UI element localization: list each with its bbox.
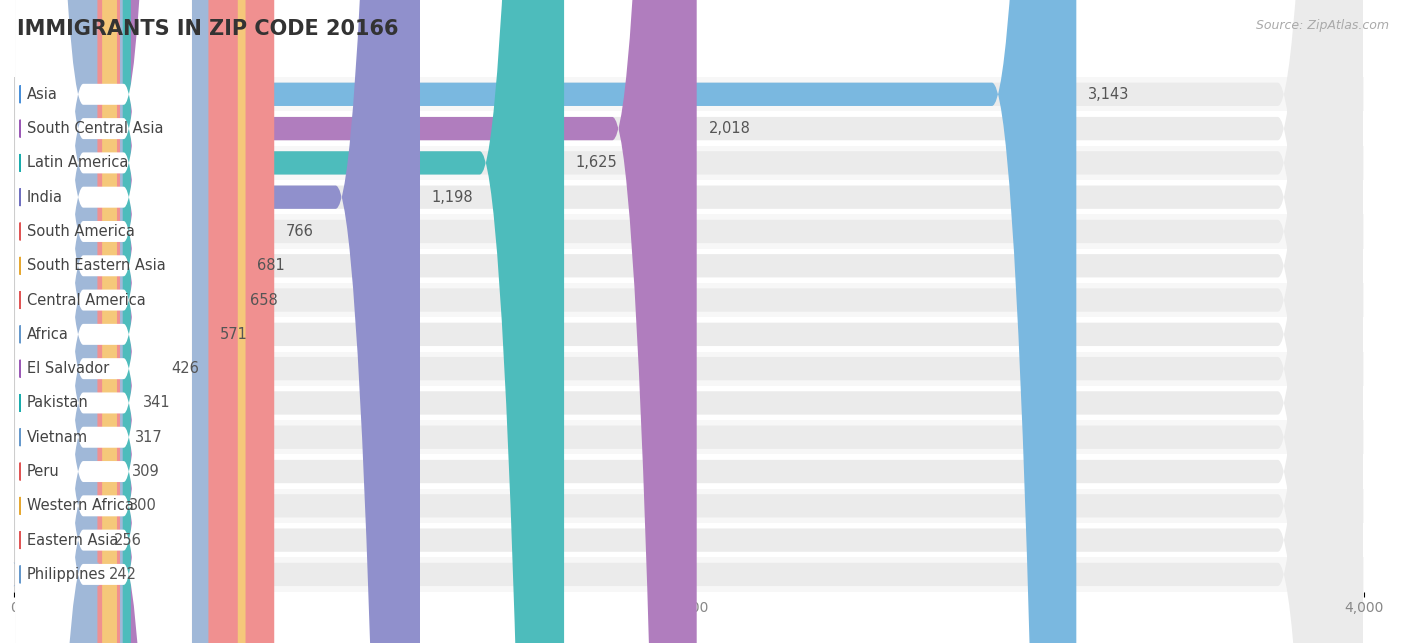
Text: 1,625: 1,625 [576, 156, 617, 170]
FancyBboxPatch shape [15, 0, 191, 643]
FancyBboxPatch shape [15, 0, 191, 643]
Text: 341: 341 [142, 395, 170, 410]
Text: South Central Asia: South Central Asia [27, 121, 163, 136]
Text: Africa: Africa [27, 327, 69, 342]
Text: Source: ZipAtlas.com: Source: ZipAtlas.com [1256, 19, 1389, 32]
FancyBboxPatch shape [15, 0, 1362, 643]
FancyBboxPatch shape [15, 0, 120, 643]
Text: 658: 658 [250, 293, 277, 307]
FancyBboxPatch shape [15, 0, 1362, 643]
Bar [14, 386, 1364, 420]
Bar [14, 455, 1364, 489]
FancyBboxPatch shape [15, 0, 208, 643]
Text: South America: South America [27, 224, 135, 239]
Text: IMMIGRANTS IN ZIP CODE 20166: IMMIGRANTS IN ZIP CODE 20166 [17, 19, 398, 39]
FancyBboxPatch shape [15, 0, 191, 643]
Text: Asia: Asia [27, 87, 58, 102]
FancyBboxPatch shape [15, 0, 1362, 643]
Bar [14, 146, 1364, 180]
Text: 317: 317 [135, 430, 162, 445]
Bar [14, 180, 1364, 214]
Bar [14, 523, 1364, 557]
FancyBboxPatch shape [15, 0, 191, 643]
Text: 309: 309 [132, 464, 159, 479]
Bar [14, 317, 1364, 352]
FancyBboxPatch shape [15, 0, 191, 643]
FancyBboxPatch shape [15, 0, 191, 643]
Bar [14, 249, 1364, 283]
FancyBboxPatch shape [15, 0, 117, 643]
FancyBboxPatch shape [15, 0, 420, 643]
Text: 256: 256 [114, 532, 142, 548]
FancyBboxPatch shape [15, 0, 1362, 643]
FancyBboxPatch shape [15, 0, 103, 643]
Bar [14, 214, 1364, 249]
Text: 1,198: 1,198 [432, 190, 474, 204]
Text: Vietnam: Vietnam [27, 430, 89, 445]
Text: Pakistan: Pakistan [27, 395, 89, 410]
FancyBboxPatch shape [15, 0, 238, 643]
Text: 571: 571 [221, 327, 247, 342]
Bar [14, 489, 1364, 523]
Text: 242: 242 [110, 567, 138, 582]
Text: 3,143: 3,143 [1088, 87, 1129, 102]
FancyBboxPatch shape [15, 0, 122, 643]
Text: Latin America: Latin America [27, 156, 128, 170]
FancyBboxPatch shape [15, 0, 1362, 643]
Bar [14, 352, 1364, 386]
FancyBboxPatch shape [15, 0, 1362, 643]
FancyBboxPatch shape [15, 0, 191, 643]
Text: Central America: Central America [27, 293, 146, 307]
Text: 2,018: 2,018 [709, 121, 751, 136]
FancyBboxPatch shape [15, 0, 1362, 643]
FancyBboxPatch shape [15, 0, 131, 643]
FancyBboxPatch shape [15, 0, 564, 643]
Text: Western Africa: Western Africa [27, 498, 134, 513]
Text: Peru: Peru [27, 464, 59, 479]
FancyBboxPatch shape [15, 0, 191, 643]
FancyBboxPatch shape [15, 0, 1362, 643]
Bar [14, 77, 1364, 111]
FancyBboxPatch shape [15, 0, 191, 643]
Text: El Salvador: El Salvador [27, 361, 110, 376]
FancyBboxPatch shape [15, 0, 1077, 643]
FancyBboxPatch shape [15, 0, 246, 643]
FancyBboxPatch shape [15, 0, 191, 643]
FancyBboxPatch shape [15, 0, 1362, 643]
FancyBboxPatch shape [15, 0, 191, 643]
Text: South Eastern Asia: South Eastern Asia [27, 258, 166, 273]
FancyBboxPatch shape [15, 0, 274, 643]
Text: 681: 681 [257, 258, 285, 273]
FancyBboxPatch shape [15, 0, 1362, 643]
FancyBboxPatch shape [15, 0, 1362, 643]
FancyBboxPatch shape [15, 0, 191, 643]
Text: 300: 300 [129, 498, 156, 513]
Bar [14, 420, 1364, 455]
FancyBboxPatch shape [15, 0, 1362, 643]
Text: India: India [27, 190, 63, 204]
Text: 766: 766 [285, 224, 314, 239]
FancyBboxPatch shape [15, 0, 191, 643]
Bar [14, 557, 1364, 592]
FancyBboxPatch shape [15, 0, 697, 643]
FancyBboxPatch shape [15, 0, 1362, 643]
FancyBboxPatch shape [15, 0, 159, 643]
FancyBboxPatch shape [15, 0, 191, 643]
Text: Philippines: Philippines [27, 567, 105, 582]
FancyBboxPatch shape [15, 0, 191, 643]
FancyBboxPatch shape [15, 0, 1362, 643]
Text: Eastern Asia: Eastern Asia [27, 532, 118, 548]
FancyBboxPatch shape [13, 0, 100, 643]
FancyBboxPatch shape [15, 0, 1362, 643]
Text: 426: 426 [172, 361, 200, 376]
Bar [14, 111, 1364, 146]
Bar [14, 283, 1364, 317]
